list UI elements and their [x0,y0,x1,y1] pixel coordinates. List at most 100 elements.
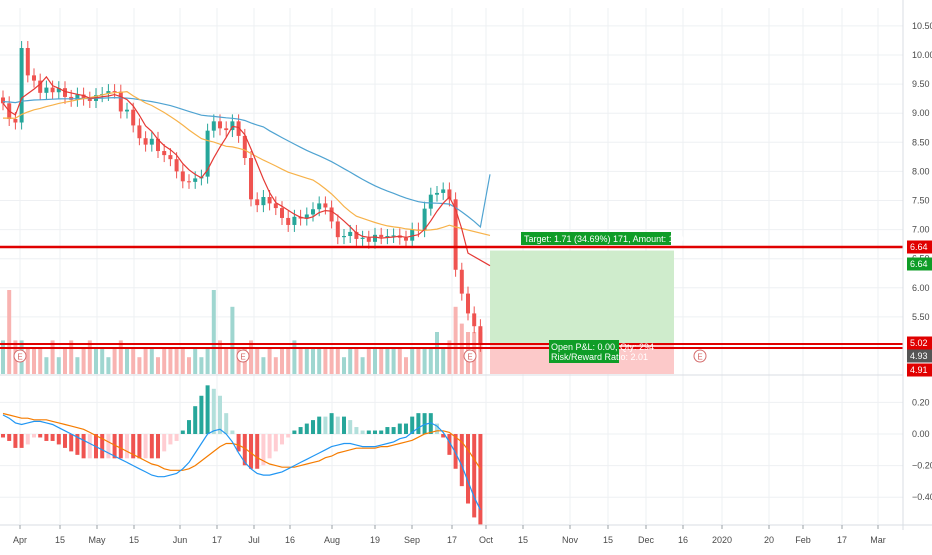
x-tick-label: Jun [173,535,188,545]
candle-body [143,138,148,145]
volume-bar [187,357,191,374]
candle-body [261,197,266,206]
pnl-label: Open P&L: 0.00, Qty: 294 [551,342,654,352]
price-tag [907,363,932,377]
volume-bar [478,332,483,374]
candle-body [50,87,55,93]
candle-body [112,91,117,93]
macd-histogram-bar [335,416,340,434]
candle-body [230,121,235,131]
x-tick-label: Oct [479,535,494,545]
horizontal-levels[interactable] [0,245,903,349]
macd-histogram-bar [379,430,384,434]
x-tick-label: Mar [870,535,886,545]
macd-histogram-bar [261,434,266,466]
macd-histogram-bar [280,434,284,445]
x-tick-label: Jul [248,535,260,545]
x-tick-label: 17 [837,535,847,545]
candle-body [211,121,216,131]
macd-histogram-bar [187,420,191,434]
x-tick-label: Aug [324,535,340,545]
target-label-box [521,232,671,245]
candle-body [224,128,229,131]
candle-body [267,197,272,204]
macd-histogram-bar [422,413,427,434]
x-tick-label: 15 [603,535,613,545]
y-tick-label: 7.50 [912,196,930,206]
x-tick-label: 17 [447,535,457,545]
volume-bar [385,348,390,374]
candle-body [404,237,408,241]
macd-histogram-bar [236,434,241,452]
volume-bar [261,357,266,374]
y-tick-label: 6.00 [912,283,930,293]
macd-histogram-bar [317,416,322,434]
macd-histogram-bar [459,434,464,487]
candle-body [447,189,452,200]
macd-histogram-bar [131,434,136,459]
volume-bar [211,290,216,374]
macd-histogram-bar [75,434,80,455]
candle-body [131,109,136,126]
volume-bar [404,357,408,374]
volume-bar [131,348,136,374]
candle-body [373,234,377,242]
macd-histogram-bar [360,430,365,434]
macd-histogram-bar [162,434,167,452]
candle-body [304,214,309,219]
macd-histogram-bar [373,430,377,434]
macd-histogram-bar [348,420,353,434]
volume-bar [224,348,229,374]
candle-body [118,91,123,112]
macd-histogram-bar [69,434,74,452]
volume-bar [267,348,272,374]
candle-body [174,159,179,172]
macd-histogram-bar [38,434,43,438]
price-tag [907,336,932,350]
candle-body [38,80,43,93]
grid-lines [0,8,903,524]
macd-histogram-bar [385,427,390,434]
volume-bar [1,340,5,374]
volume-bar [323,348,328,374]
earnings-marker-icon [13,349,27,363]
candle-body [156,138,160,152]
y-tick-label: −0.20 [912,461,932,471]
volume-bar [366,348,371,374]
volume-bar [311,348,315,374]
earnings-marker-label: E [17,353,22,362]
macd-histogram-bar [255,434,260,469]
volume-bar [335,348,340,374]
candle-body [162,151,167,156]
volume-bar [373,348,377,374]
volume-bar [106,357,111,374]
macd-histogram-bar [149,434,154,459]
macd-histogram-bar [273,434,278,452]
candle-body [286,217,291,225]
y-tick-label: 10.50 [912,21,932,31]
candle-body [249,158,253,200]
price-tag-label: 6.64 [910,259,928,269]
target-label: Target: 1.71 (34.69%) 171, Amount: 1502.… [524,234,701,244]
target-zone [490,250,674,345]
y-tick-label: −0.40 [912,492,932,502]
macd-histogram-bar [7,434,12,441]
macd-histogram-bar [199,395,204,434]
macd-histogram-bar [466,434,470,504]
volume-bar [7,290,12,374]
macd-signal-line [2,412,481,471]
earnings-marker-label: E [697,353,702,362]
volume-bar [273,357,278,374]
candle-body [410,229,415,241]
volume-bar [317,348,322,374]
candle-body [13,119,18,123]
volume-bar [112,348,117,374]
volume-bar [397,348,402,374]
volume-bar [218,340,222,374]
candle-body [292,216,297,225]
macd-histogram-bar [472,434,477,518]
